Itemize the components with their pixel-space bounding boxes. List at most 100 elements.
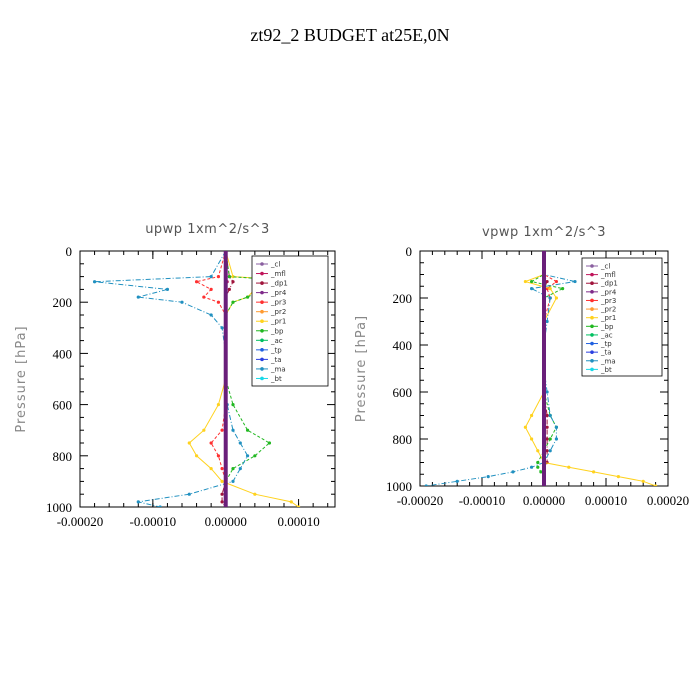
legend-marker: [260, 271, 264, 276]
legend-label: _ac: [270, 337, 283, 345]
x-tick-label: -0.00010: [459, 493, 506, 508]
data-point: [523, 279, 528, 284]
legend-label: _dp1: [270, 280, 288, 288]
data-point: [231, 428, 235, 432]
legend-label: _pr1: [600, 314, 616, 322]
y-tick-label: 600: [53, 398, 73, 413]
data-point: [486, 475, 490, 479]
y-tick-label: 400: [53, 346, 73, 361]
legend-label: _bp: [270, 327, 284, 335]
legend-label: _ac: [600, 331, 613, 339]
y-tick-label: 1000: [386, 479, 412, 494]
data-point: [545, 413, 549, 418]
data-point: [220, 326, 224, 330]
upwp-panel: upwp 1xm^2/s^3 Pressure [hPa] 0 200 400 600 80…: [14, 222, 336, 529]
data-point: [536, 465, 540, 469]
legend-label: _cl: [270, 261, 280, 269]
data-point: [216, 300, 221, 304]
data-point: [545, 449, 549, 453]
data-point: [545, 390, 549, 394]
data-point: [545, 425, 549, 429]
data-point: [220, 492, 224, 496]
data-point: [267, 441, 272, 445]
vpwp-panel: vpwp 1xm^2/s^3 Pressure [hPa] 0 200 400 600 80…: [354, 225, 689, 508]
y-tick-label: 400: [393, 338, 413, 353]
data-point: [136, 500, 140, 504]
legend-marker: [260, 300, 264, 304]
y-axis-label: Pressure [hPa]: [14, 325, 29, 432]
y-tick-label: 0: [66, 244, 73, 259]
panel-title: vpwp 1xm^2/s^3: [482, 225, 606, 240]
legend-label: _pr1: [270, 318, 286, 326]
legend-marker: [260, 338, 264, 343]
legend-label: _ta: [600, 349, 612, 357]
data-point: [523, 425, 528, 429]
data-point: [554, 296, 559, 300]
data-point: [238, 441, 242, 445]
x-tick-label: 0.00010: [277, 514, 319, 529]
y-tick-label: 200: [53, 295, 73, 310]
data-point: [238, 467, 242, 471]
legend-marker: [590, 298, 594, 303]
y-tick-label: 0: [406, 244, 413, 259]
data-point: [231, 275, 235, 279]
data-point: [616, 475, 621, 479]
legend-marker: [260, 290, 264, 295]
data-point: [253, 492, 257, 496]
data-point: [530, 413, 534, 418]
data-point: [548, 296, 552, 300]
data-point: [545, 319, 549, 324]
data-point: [567, 465, 571, 469]
data-point: [548, 449, 552, 453]
panel-title: upwp 1xm^2/s^3: [145, 222, 270, 237]
y-tick-label: 1000: [46, 500, 72, 515]
data-point: [231, 479, 235, 483]
data-point: [231, 300, 235, 304]
y-tick-label: 800: [393, 432, 413, 447]
data-point: [209, 275, 213, 279]
data-point: [231, 467, 235, 471]
data-point: [180, 300, 184, 304]
data-point: [220, 467, 224, 471]
legend-marker: [590, 341, 594, 346]
x-tick-label: -0.00010: [130, 514, 177, 529]
legend-marker: [590, 281, 594, 286]
data-point: [165, 287, 170, 291]
legend-marker: [590, 324, 594, 329]
data-point: [554, 279, 559, 284]
legend-label: _pr4: [270, 289, 287, 297]
data-point: [231, 403, 235, 407]
legend-marker: [590, 307, 594, 311]
legend-marker: [590, 290, 594, 294]
x-tick-label: 0.00000: [205, 514, 247, 529]
data-point: [227, 287, 231, 291]
data-point: [187, 441, 191, 445]
legend-marker: [590, 315, 594, 320]
data-point: [245, 454, 250, 458]
x-tick-label: 0.00010: [585, 493, 627, 508]
legend-marker: [590, 367, 594, 372]
legend-label: _pr2: [270, 308, 286, 316]
data-point: [202, 428, 206, 432]
data-point: [289, 500, 293, 504]
data-point: [92, 280, 97, 284]
legend-marker: [590, 272, 594, 277]
legend-label: _mfl: [270, 270, 286, 278]
data-point: [536, 449, 540, 453]
data-point: [530, 279, 534, 284]
data-point: [202, 295, 206, 299]
data-point: [209, 441, 213, 445]
data-point: [539, 470, 543, 474]
legend-label: _tp: [270, 346, 282, 354]
legend-marker: [260, 357, 264, 362]
legend-label: _pr3: [270, 299, 286, 307]
data-point: [536, 460, 540, 465]
legend-label: _bp: [600, 323, 614, 331]
data-point: [158, 505, 162, 507]
data-point: [194, 454, 199, 458]
legend-marker: [260, 262, 264, 266]
data-point: [511, 470, 515, 474]
data-point: [187, 492, 191, 496]
data-point: [455, 479, 459, 483]
